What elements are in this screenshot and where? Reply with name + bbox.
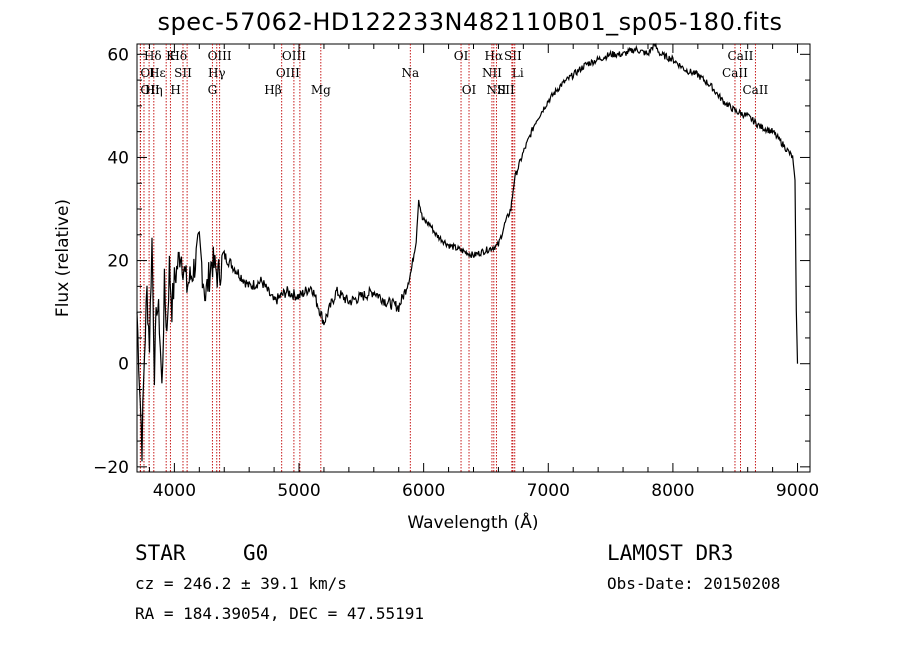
line-marker-label: SII (504, 49, 522, 63)
line-marker-label: Na (401, 66, 419, 80)
line-marker-label: CaII (728, 49, 754, 63)
line-marker-label: SII (174, 66, 192, 80)
line-marker-label: SII (497, 83, 515, 97)
subclass: G0 (243, 541, 269, 565)
chart-title: spec-57062-HD122233N482110B01_sp05-180.f… (157, 8, 783, 36)
spectral-line-markers: HδKHδOIIIOIIIOIHαSIICaIIOIHεSIIHγOIIINaN… (139, 44, 769, 472)
y-tick-label: −20 (93, 458, 129, 478)
line-marker-label: OI (140, 66, 155, 80)
line-marker-label: Hδ (169, 49, 187, 63)
line-marker-label: Hβ (264, 83, 281, 97)
line-marker-label: CaII (722, 66, 748, 80)
x-tick-label: 9000 (776, 481, 819, 501)
line-marker-label: Hε (149, 66, 166, 80)
line-marker-label: K (166, 49, 176, 63)
line-marker-label: Hα (485, 49, 504, 63)
line-marker-label: OIII (276, 66, 300, 80)
spectrum-line (136, 42, 799, 462)
y-tick-label: 20 (107, 252, 129, 272)
x-tick-label: 4000 (153, 481, 196, 501)
line-marker-label: Hη (145, 83, 163, 97)
x-axis-label: Wavelength (Å) (407, 511, 538, 533)
line-marker-label: Hγ (208, 66, 226, 80)
line-marker-label: OI (454, 49, 469, 63)
y-axis-label: Flux (relative) (53, 199, 73, 317)
line-marker-label: H (170, 83, 180, 97)
line-marker-label: Mg (311, 83, 331, 97)
line-marker-label: NII (486, 83, 506, 97)
object-type: STAR (135, 541, 186, 565)
y-tick-label: 40 (107, 148, 129, 168)
obs-date: Obs-Date: 20150208 (607, 574, 781, 593)
x-tick-label: 7000 (527, 481, 570, 501)
line-marker-label: OIII (282, 49, 306, 63)
axis-ticks: 4000 5000 6000 7000 8000 9000 −20 0 20 40 60 (93, 44, 819, 501)
line-marker-label: NII (482, 66, 502, 80)
line-marker-label: OII (140, 83, 160, 97)
line-marker-label: OIII (208, 49, 232, 63)
line-marker-label: Hδ (144, 49, 162, 63)
line-marker-label: OI (462, 83, 477, 97)
y-tick-label: 60 (107, 45, 129, 65)
line-marker-label: Li (512, 66, 524, 80)
coordinates: RA = 184.39054, DEC = 47.55191 (135, 604, 424, 623)
line-marker-label: G (208, 83, 218, 97)
x-tick-label: 6000 (402, 481, 445, 501)
velocity: cz = 246.2 ± 39.1 km/s (135, 574, 347, 593)
x-tick-label: 8000 (651, 481, 694, 501)
x-tick-label: 5000 (277, 481, 320, 501)
y-tick-label: 0 (118, 355, 129, 375)
line-marker-label: CaII (742, 83, 768, 97)
survey-name: LAMOST DR3 (607, 541, 734, 565)
plot-frame (136, 43, 811, 473)
